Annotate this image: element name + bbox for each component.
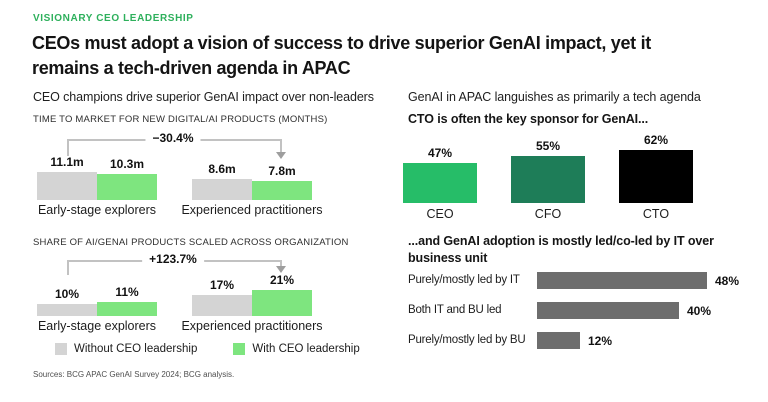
page-title-line-1: CEOs must adopt a vision of success to d…: [32, 33, 651, 53]
bracket-tick: [67, 260, 69, 275]
legend-item-with-ceo: With CEO leadership: [233, 343, 360, 355]
arrow-down-icon: [276, 152, 286, 159]
chart-time-to-market-delta-label: −30.4%: [145, 131, 201, 145]
chart-sponsor-title: CTO is often the key sponsor for GenAI..…: [408, 112, 649, 126]
bracket-arrow-shaft: [280, 139, 282, 153]
adoption-value-label: 40%: [687, 304, 712, 318]
adoption-row-label: Purely/mostly led by BU: [408, 334, 526, 346]
adoption-value-label: 48%: [715, 274, 740, 288]
adoption-value-label: 12%: [588, 334, 613, 348]
sponsor-bar: [511, 156, 585, 203]
share-scaled-bar: [97, 302, 157, 316]
page-title-line-2: remains a tech-driven agenda in APAC: [32, 58, 351, 78]
arrow-down-icon: [276, 266, 286, 273]
adoption-bar: [537, 302, 679, 319]
share-scaled-category-label: Experienced practitioners: [181, 319, 323, 333]
share-scaled-value-label: 11%: [115, 285, 139, 299]
sponsor-category-label: CEO: [426, 207, 454, 221]
sponsor-value-label: 62%: [643, 133, 669, 147]
share-scaled-value-label: 10%: [54, 286, 80, 301]
time-to-market-value-label: 7.8m: [268, 163, 296, 178]
time-to-market-category-label: Experienced practitioners: [181, 203, 323, 217]
chart-adoption-title-line-2: business unit: [408, 251, 488, 265]
sponsor-category-label: CTO: [642, 207, 670, 221]
time-to-market-category-label: Early-stage explorers: [37, 203, 157, 217]
time-to-market-value-label: 11.1m: [50, 155, 84, 169]
bracket-arrow-shaft: [280, 260, 282, 267]
adoption-row-label: Both IT and BU led: [408, 304, 502, 316]
bracket-tick: [67, 139, 69, 156]
chart-share-scaled-delta-label: +123.7%: [142, 252, 204, 266]
legend-swatch-green: [233, 343, 246, 355]
share-scaled-bar: [252, 289, 312, 316]
sponsor-category-label: CFO: [534, 207, 562, 221]
legend-item-without-ceo: Without CEO leadership: [55, 343, 197, 355]
legend-label: With CEO leadership: [252, 343, 360, 355]
share-scaled-category-label: Early-stage explorers: [37, 319, 157, 333]
eyebrow-label: VISIONARY CEO LEADERSHIP: [33, 13, 194, 24]
share-scaled-bar: [37, 303, 97, 316]
adoption-row-label: Purely/mostly led by IT: [408, 274, 520, 286]
legend: Without CEO leadership With CEO leadersh…: [55, 343, 360, 355]
sponsor-bar: [619, 150, 693, 203]
left-column-subtitle: CEO champions drive superior GenAI impac…: [33, 90, 374, 104]
source-note: Sources: BCG APAC GenAI Survey 2024; BCG…: [33, 370, 235, 379]
sponsor-value-label: 47%: [427, 146, 453, 160]
share-scaled-value-label: 17%: [209, 277, 235, 292]
legend-swatch-gray: [55, 343, 67, 355]
chart-share-scaled-caption: SHARE OF AI/GENAI PRODUCTS SCALED ACROSS…: [33, 237, 349, 248]
right-column-subtitle: GenAI in APAC languishes as primarily a …: [408, 90, 701, 104]
share-scaled-value-label: 21%: [269, 272, 295, 287]
time-to-market-value-label: 10.3m: [109, 157, 145, 171]
adoption-bar: [537, 272, 707, 289]
time-to-market-value-label: 8.6m: [208, 161, 236, 176]
share-scaled-bar: [192, 294, 252, 316]
sponsor-value-label: 55%: [535, 139, 561, 153]
adoption-bar: [537, 332, 580, 349]
legend-label: Without CEO leadership: [74, 343, 198, 355]
chart-time-to-market-caption: TIME TO MARKET FOR NEW DIGITAL/AI PRODUC…: [33, 114, 328, 125]
sponsor-bar: [403, 163, 477, 203]
chart-adoption-title-line-1: ...and GenAI adoption is mostly led/co-l…: [408, 234, 714, 248]
time-to-market-bar: [97, 174, 157, 200]
time-to-market-bar: [37, 172, 97, 200]
time-to-market-bar: [252, 180, 312, 200]
time-to-market-bar: [192, 178, 252, 200]
